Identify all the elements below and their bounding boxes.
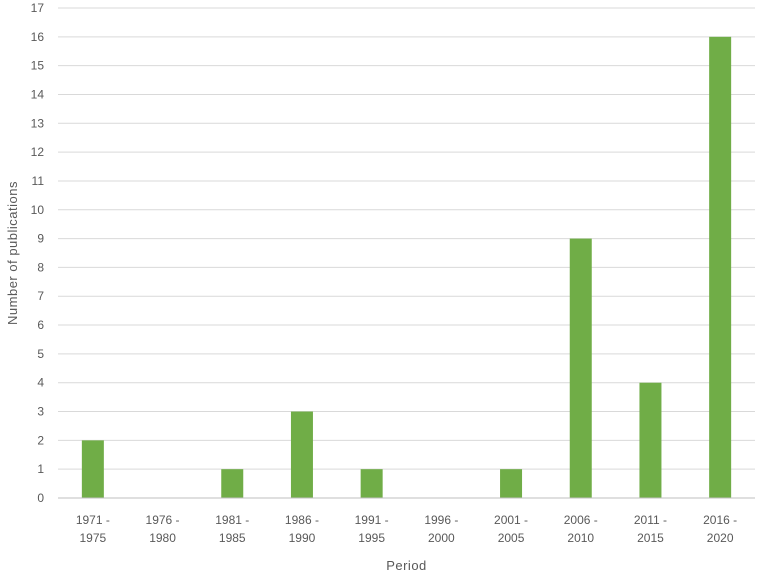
x-tick-label: 1975 [79,531,106,545]
x-tick-label: 1971 - [76,513,110,527]
x-tick-label: 1995 [358,531,385,545]
y-tick-label: 17 [31,1,45,15]
bar [360,469,383,498]
y-tick-label: 0 [37,491,44,505]
y-tick-label: 3 [37,405,44,419]
y-tick-label: 5 [37,347,44,361]
x-tick-label: 1990 [289,531,316,545]
x-tick-label: 1991 - [355,513,389,527]
y-tick-label: 2 [37,433,44,447]
bar [569,238,592,498]
y-axis-title: Number of publications [5,181,20,325]
x-tick-label: 2015 [637,531,664,545]
y-tick-label: 9 [37,232,44,246]
x-tick-label: 1981 - [215,513,249,527]
bar [639,382,662,498]
bar [290,411,313,498]
x-tick-label: 1996 - [424,513,458,527]
x-tick-label: 2001 - [494,513,528,527]
x-tick-label: 2005 [498,531,525,545]
y-tick-label: 12 [31,145,45,159]
x-tick-label: 2006 - [564,513,598,527]
x-tick-label: 1986 - [285,513,319,527]
y-tick-label: 11 [32,174,45,188]
bar [709,36,732,499]
x-tick-label: 2011 - [634,513,667,527]
bar [500,469,523,498]
y-tick-label: 4 [37,376,44,390]
x-tick-label: 1980 [149,531,176,545]
y-tick-label: 10 [31,203,45,217]
y-tick-label: 1 [37,462,44,476]
y-tick-label: 13 [31,116,45,130]
x-axis-title: Period [386,558,427,573]
bar [81,440,104,498]
gridlines [58,7,755,470]
x-tick-label: 1985 [219,531,246,545]
bar [221,469,244,498]
x-tick-labels: 1971 - 1975 1976 - 1980 1981 - 1985 1986 - 1990… [76,513,737,545]
y-tick-label: 14 [31,87,45,101]
x-tick-label: 2016 - [703,513,737,527]
x-tick-label: 2020 [707,531,734,545]
y-tick-label: 7 [37,289,44,303]
y-tick-label: 15 [31,59,45,73]
y-tick-label: 6 [37,318,44,332]
x-tick-label: 1976 - [146,513,180,527]
y-tick-label: 16 [31,30,45,44]
bars [81,36,732,499]
x-tick-label: 2000 [428,531,455,545]
x-tick-label: 2010 [567,531,594,545]
y-tick-label: 8 [37,260,44,274]
